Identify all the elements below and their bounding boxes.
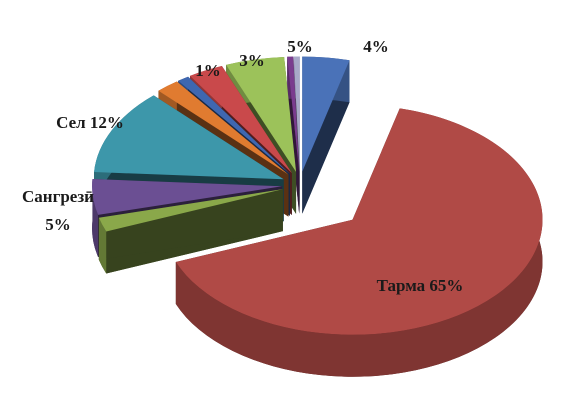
slice [175,108,543,335]
value-label: 65% [429,276,463,295]
slice [302,56,350,172]
slice [226,57,297,172]
value-label: 5% [45,215,71,234]
slice [287,56,300,172]
slice-wall [92,179,99,257]
data-label: Тарма 65% [377,276,464,295]
slice-edge [98,189,283,260]
slice [158,81,289,175]
data-label: Сангрезӣ 5% [22,187,94,234]
data-label: 3% [239,51,265,70]
slice [190,66,292,173]
slice [94,95,284,180]
slice-wall [98,217,107,274]
category-label: Сангрезӣ [22,187,94,206]
value-label: 1% [195,61,221,80]
data-label: 4% [363,37,389,56]
value-label: 4% [363,37,389,56]
slice [98,189,283,232]
data-label: 1% [195,61,221,80]
value-label: 12% [90,113,124,132]
slice [293,56,300,172]
category-label: Тарма [377,276,426,295]
slice [92,179,283,215]
category-label: Сел [56,113,86,132]
value-label: 5% [287,37,313,56]
data-label: 5% [287,37,313,56]
data-label: Сел 12% [56,113,124,132]
value-label: 3% [239,51,265,70]
slice [178,76,290,174]
